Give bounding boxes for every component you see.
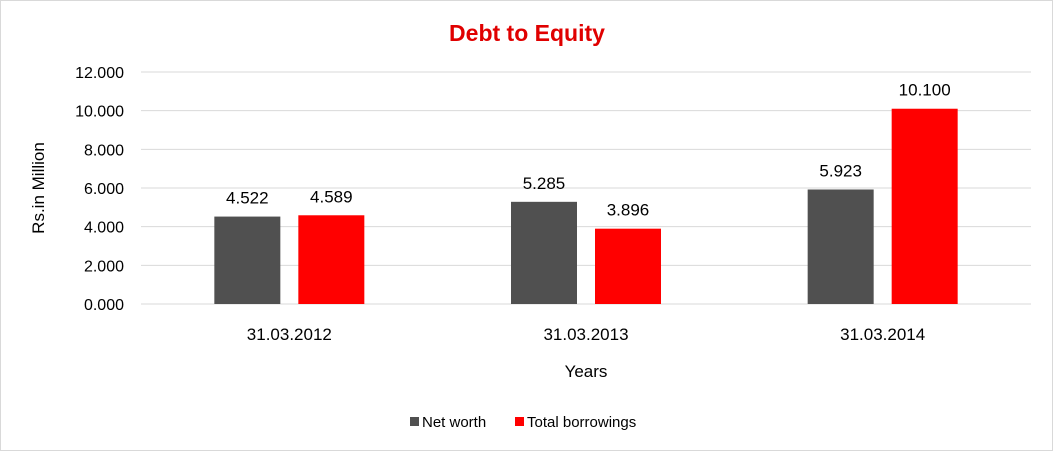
- x-axis-ticks: 31.03.2012 31.03.2013 31.03.2014: [247, 325, 925, 344]
- legend-swatch: [515, 417, 524, 426]
- y-tick-label: 12.000: [75, 65, 124, 82]
- data-label-total-borrowings: 10.100: [899, 81, 951, 100]
- y-axis-ticks: 0.000 2.000 4.000 6.000 8.000 10.000 12.000: [75, 65, 124, 314]
- bar-total-borrowings: [595, 228, 661, 304]
- legend-label: Total borrowings: [527, 414, 636, 431]
- gridlines: [141, 71, 1031, 305]
- y-tick-label: 4.000: [84, 220, 124, 237]
- bar-net-worth: [807, 189, 874, 304]
- legend: Net worth Total borrowings: [410, 414, 636, 431]
- x-tick-label: 31.03.2014: [840, 325, 925, 344]
- data-label-net-worth: 5.285: [523, 174, 566, 193]
- bar-net-worth: [214, 216, 281, 304]
- data-label-total-borrowings: 3.896: [607, 201, 650, 220]
- bar-total-borrowings: [298, 215, 365, 304]
- data-label-net-worth: 5.923: [819, 161, 862, 180]
- x-axis-title: Years: [565, 362, 608, 381]
- y-tick-label: 0.000: [84, 297, 124, 314]
- y-tick-label: 6.000: [84, 181, 124, 198]
- x-tick-label: 31.03.2012: [247, 325, 332, 344]
- legend-swatch: [410, 417, 419, 426]
- chart-title: Debt to Equity: [449, 20, 605, 46]
- x-tick-label: 31.03.2013: [543, 325, 628, 344]
- y-tick-label: 10.000: [75, 104, 124, 121]
- y-axis-title: Rs.in Million: [29, 142, 48, 234]
- bar-total-borrowings: [891, 108, 958, 304]
- legend-item-net-worth: Net worth: [410, 414, 486, 431]
- y-tick-label: 8.000: [84, 142, 124, 159]
- data-label-net-worth: 4.522: [226, 189, 269, 208]
- legend-item-total-borrowings: Total borrowings: [515, 414, 636, 431]
- legend-label: Net worth: [422, 414, 486, 431]
- y-tick-label: 2.000: [84, 258, 124, 275]
- data-labels: 4.522 4.589 5.285 3.896 5.923 10.100: [226, 81, 951, 220]
- bar-net-worth: [511, 201, 577, 304]
- data-label-total-borrowings: 4.589: [310, 187, 353, 206]
- bars: [214, 108, 958, 304]
